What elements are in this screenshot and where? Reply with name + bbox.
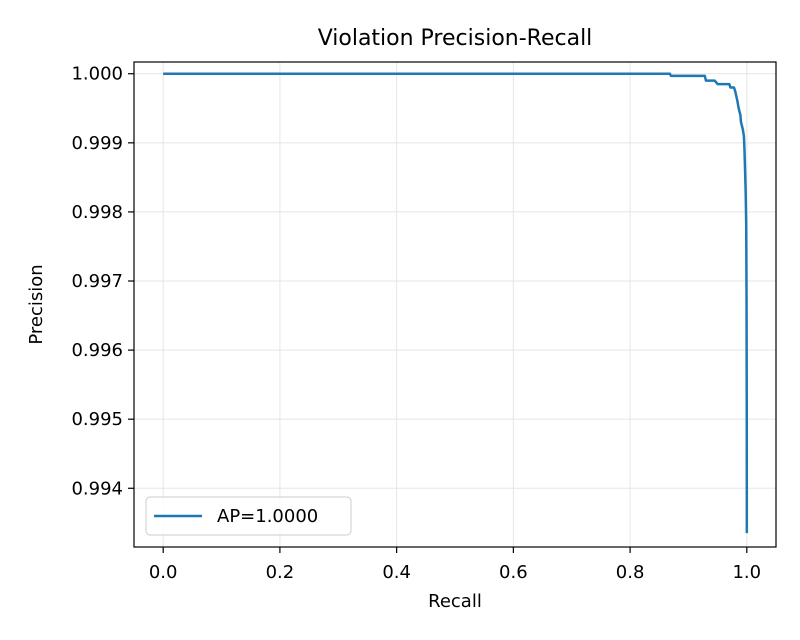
x-axis-title: Recall bbox=[428, 591, 482, 612]
y-axis: 0.994 0.995 0.996 0.997 0.998 0.999 1.000 bbox=[71, 64, 134, 499]
x-tick-label: 0.2 bbox=[266, 562, 295, 583]
y-tick-label: 0.998 bbox=[71, 202, 123, 223]
x-tick-label: 1.0 bbox=[732, 562, 761, 583]
legend-label: AP=1.0000 bbox=[217, 506, 318, 527]
y-axis-title: Precision bbox=[26, 264, 47, 344]
x-axis: 0.0 0.2 0.4 0.6 0.8 1.0 bbox=[149, 547, 761, 583]
y-tick-label: 0.997 bbox=[71, 271, 123, 292]
legend: AP=1.0000 bbox=[145, 496, 352, 536]
y-tick-label: 1.000 bbox=[71, 64, 123, 85]
y-tick-label: 0.994 bbox=[71, 478, 123, 499]
chart-title: Violation Precision-Recall bbox=[318, 26, 593, 51]
x-tick-label: 0.4 bbox=[382, 562, 411, 583]
y-tick-label: 0.999 bbox=[71, 133, 123, 154]
series-layer bbox=[163, 72, 749, 534]
x-tick-label: 0.0 bbox=[149, 562, 178, 583]
y-tick-label: 0.996 bbox=[71, 340, 123, 361]
series-line bbox=[163, 72, 749, 534]
y-tick-label: 0.995 bbox=[71, 409, 123, 430]
x-tick-label: 0.6 bbox=[499, 562, 528, 583]
legend-box bbox=[145, 496, 352, 536]
x-tick-label: 0.8 bbox=[616, 562, 645, 583]
plot-frame bbox=[133, 61, 777, 548]
grid bbox=[134, 62, 776, 547]
